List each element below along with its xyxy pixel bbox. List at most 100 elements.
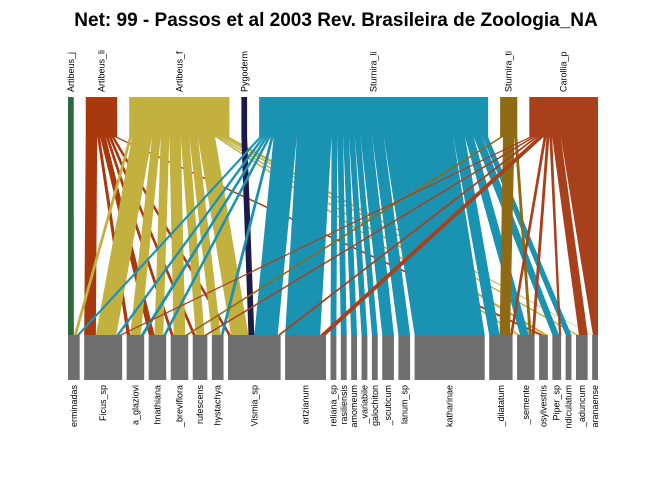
lower-bar-ndiculatum (565, 335, 572, 380)
lower-bar-galochiton (371, 335, 378, 380)
lower-bar-reliana_sp (330, 335, 337, 380)
lower-label-hnathiana: hnathiana (152, 385, 162, 425)
chart-title: Net: 99 - Passos et al 2003 Rev. Brasile… (74, 10, 598, 31)
lower-label-galochiton: galochiton (370, 385, 380, 426)
lower-bar-_aduncum (575, 335, 588, 380)
link-Artibeus_j-erminadas (68, 137, 74, 335)
lower-label-_scuticum: _scuticum (383, 385, 393, 427)
link-Carollia_p-Vismia_sp (277, 137, 538, 335)
lower-bar-_scuticum (382, 335, 394, 380)
link-Artibeus_f-Ficus_sp (95, 137, 153, 335)
higher-bar-Artibeus_f (129, 97, 230, 137)
lower-bar-hystachya (211, 335, 224, 380)
lower-label-erminadas: erminadas (69, 385, 79, 428)
lower-bar-a_glaziovi (126, 335, 145, 380)
link-Carollia_p-aranaense (560, 137, 598, 335)
higher-bar-Pygoderm (241, 97, 248, 137)
lower-label-katharinae: katharinae (445, 385, 455, 427)
lower-label-Ficus_sp: Ficus_sp (98, 385, 108, 421)
link-Carollia_p-Piper_sp (549, 137, 562, 335)
lower-label-lanum_sp: lanum_sp (399, 385, 409, 424)
lower-bar-aranaense (592, 335, 598, 380)
link-Artibeus_li-Ficus_sp (84, 137, 98, 335)
link-Sturnira_ti-_semente (514, 137, 532, 335)
lower-bar-_semente (517, 335, 535, 380)
lower-label-aranaense: aranaense (590, 385, 600, 428)
lower-bar-Ficus_sp (84, 335, 123, 380)
lower-level-labels: erminadas Ficus_sp a_glaziovi hnathiana _bre… (69, 385, 600, 429)
link-Sturnira_li-artzianum (285, 137, 332, 335)
lower-bar-_breviflora (170, 335, 189, 380)
link-Sturnira_li-reliana_sp (330, 137, 338, 335)
lower-label-reliana_sp: reliana_sp (328, 385, 338, 427)
link-Artibeus_f-a_glaziovi (130, 137, 161, 335)
higher-bar-Sturnira_ti (500, 97, 518, 137)
link-Sturnira_ti-_breviflora (185, 137, 503, 335)
higher-label-Artibeus_li: Artibeus_li (96, 50, 106, 92)
lower-label-Piper_sp: Piper_sp (552, 385, 562, 421)
link-Carollia_p-_aduncum (552, 137, 588, 335)
lower-label-_breviflora: _breviflora (174, 385, 184, 428)
lower-label-_semente: _semente (521, 385, 531, 426)
lower-bar-rufescens (192, 335, 208, 380)
link-Carollia_p-Ficus_sp (119, 137, 533, 335)
higher-bar-Carollia_p (529, 97, 598, 137)
lower-bar-hnathiana (148, 335, 167, 380)
link-Sturnira_li-_semente (464, 137, 529, 335)
lower-bar-erminadas (68, 335, 80, 380)
link-layer (68, 137, 598, 335)
higher-bar-Sturnira_li (259, 97, 489, 137)
lower-bar-artzianum (285, 335, 327, 380)
link-Sturnira_li-hnathiana (163, 137, 271, 335)
link-Artibeus_f-rufescens (180, 137, 205, 335)
higher-bar-Artibeus_j (68, 97, 74, 137)
lower-bar-_dilatatum (489, 335, 513, 380)
link-Sturnira_li-galochiton (354, 137, 378, 335)
lower-bar-amomeum (351, 335, 358, 380)
link-Sturnira_li-lanum_sp (372, 137, 411, 335)
lower-bar-_variabile (361, 335, 368, 380)
lower-label-Vismia_sp: Vismia_sp (249, 385, 259, 426)
higher-level-labels: Artibeus_j Artibeus_li Artibeus_f Pygoderm S… (66, 50, 569, 92)
higher-label-Artibeus_f: Artibeus_f (174, 51, 184, 92)
lower-bar-lanum_sp (398, 335, 411, 380)
link-Artibeus_f-hnathiana (154, 137, 170, 335)
lower-label-rufescens: rufescens (195, 385, 205, 425)
lower-label-_aduncum: _aduncum (577, 385, 587, 428)
higher-label-Sturnira_li: Sturnira_li (369, 51, 379, 92)
link-Sturnira_ti-_dilatatum (499, 137, 515, 335)
lower-label-_dilatatum: _dilatatum (496, 385, 506, 428)
link-Carollia_p-_semente (531, 137, 550, 335)
lower-bar-rasiliensis (340, 335, 347, 380)
higher-level-bars (68, 97, 598, 137)
link-Sturnira_li-Ficus_sp (116, 137, 265, 335)
higher-label-Artibeus_j: Artibeus_j (66, 52, 76, 92)
link-Sturnira_li-_variabile (348, 137, 368, 335)
lower-bar-Vismia_sp (228, 335, 281, 380)
lower-label-rasiliensis: rasiliensis (339, 385, 349, 425)
lower-bar-katharinae (414, 335, 485, 380)
lower-bar-Piper_sp (552, 335, 562, 380)
higher-label-Carollia_p: Carollia_p (559, 51, 569, 92)
link-Carollia_p-rufescens (204, 137, 536, 335)
higher-bar-Artibeus_li (85, 97, 118, 137)
link-Carollia_p-artzianum (320, 137, 544, 335)
lower-label-ndiculatum: ndiculatum (564, 385, 574, 429)
lower-label-hystachya: hystachya (213, 385, 223, 426)
lower-label-amomeum: amomeum (349, 385, 359, 428)
link-Sturnira_li-hystachya (220, 137, 274, 335)
lower-bar-osylvestris (539, 335, 548, 380)
lower-label-osylvestris: osylvestris (538, 385, 548, 428)
higher-label-Sturnira_ti: Sturnira_ti (504, 51, 514, 92)
link-Sturnira_li-erminadas (76, 137, 263, 335)
link-Sturnira_li-a_glaziovi (140, 137, 268, 335)
link-Carollia_p-_dilatatum (509, 137, 547, 335)
link-Sturnira_li-amomeum (343, 137, 358, 335)
lower-label-_variabile: _variabile (359, 385, 369, 425)
link-Sturnira_li-_scuticum (360, 137, 394, 335)
higher-label-Pygoderm: Pygoderm (239, 51, 249, 92)
lower-label-artzianum: artzianum (301, 385, 311, 425)
lower-level-bars (68, 335, 598, 380)
